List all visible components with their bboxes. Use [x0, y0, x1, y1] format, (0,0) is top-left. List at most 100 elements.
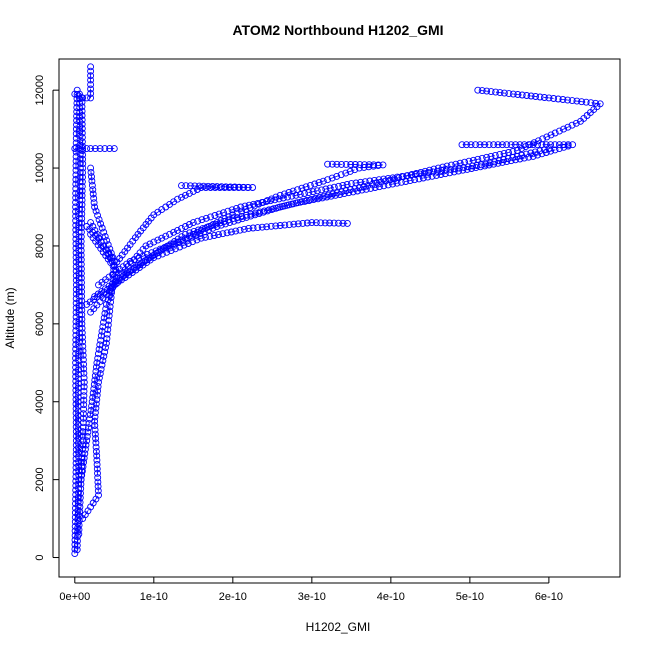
profile-14: [83, 164, 118, 265]
data-point: [206, 232, 214, 240]
data-point: [194, 217, 202, 225]
data-point: [456, 159, 464, 167]
data-point: [498, 141, 506, 149]
data-point: [189, 238, 197, 246]
data-point: [76, 503, 84, 511]
data-point: [87, 72, 95, 80]
data-point: [162, 232, 170, 240]
data-point: [494, 141, 502, 149]
data-point: [481, 141, 488, 149]
data-point: [82, 441, 90, 449]
data-point: [411, 171, 419, 178]
data-point: [185, 189, 193, 197]
data-point: [474, 86, 482, 94]
data-point: [86, 411, 94, 419]
data-point: [195, 182, 203, 190]
data-point: [370, 176, 378, 184]
data-point: [326, 184, 334, 192]
data-point: [265, 206, 273, 214]
data-point: [145, 254, 153, 262]
data-point: [72, 428, 80, 435]
data-point: [77, 476, 85, 484]
data-point: [322, 185, 330, 193]
data-point: [85, 424, 92, 432]
data-point: [74, 439, 82, 447]
data-point: [72, 203, 80, 211]
data-point: [531, 148, 539, 156]
data-point: [283, 201, 291, 209]
profile-12: [71, 145, 118, 153]
data-point: [91, 226, 99, 234]
data-point: [94, 478, 102, 486]
data-point: [240, 183, 248, 191]
data-point: [75, 526, 83, 534]
data-point: [79, 428, 87, 436]
data-point: [503, 141, 511, 149]
data-point: [547, 131, 555, 139]
data-point: [77, 274, 85, 282]
data-point: [100, 318, 107, 326]
data-point: [262, 198, 270, 206]
data-point: [296, 198, 304, 206]
data-point: [158, 234, 166, 242]
data-point: [478, 87, 486, 95]
data-point: [87, 145, 95, 153]
data-point: [78, 210, 86, 218]
data-point: [77, 485, 85, 493]
data-point: [87, 76, 95, 84]
data-point: [374, 161, 382, 169]
data-point: [170, 228, 178, 236]
data-point: [79, 356, 87, 364]
data-point: [75, 517, 83, 524]
data-point: [88, 173, 95, 181]
data-point: [87, 90, 95, 97]
data-point: [93, 230, 101, 238]
data-point: [217, 217, 225, 225]
data-point: [97, 336, 105, 344]
data-point: [72, 180, 80, 188]
data-point: [415, 175, 423, 183]
data-point: [92, 443, 100, 451]
data-point: [86, 298, 94, 306]
data-point: [379, 161, 387, 169]
data-point: [87, 63, 95, 71]
data-point: [433, 167, 441, 175]
y-tick-label: 8000: [34, 234, 46, 258]
data-point: [318, 194, 326, 202]
profile-trace: [80, 234, 119, 480]
data-point: [540, 146, 548, 154]
data-point: [534, 137, 542, 145]
data-point: [279, 194, 287, 202]
data-point: [75, 370, 82, 378]
data-point: [75, 145, 83, 153]
data-point: [229, 211, 237, 219]
data-point: [389, 174, 397, 182]
data-point: [178, 233, 186, 241]
data-point: [476, 141, 484, 149]
data-point: [299, 219, 307, 227]
data-point: [107, 249, 115, 257]
data-point: [96, 341, 104, 349]
data-point: [90, 194, 98, 202]
data-point: [433, 171, 440, 179]
data-point: [279, 202, 286, 210]
y-tick-label: 0: [34, 554, 46, 560]
data-point: [536, 93, 544, 101]
data-point: [491, 158, 499, 166]
data-point: [354, 187, 361, 195]
data-point: [568, 121, 576, 129]
data-point: [241, 202, 249, 210]
data-point: [211, 212, 219, 219]
data-point: [156, 245, 164, 253]
data-point: [87, 81, 95, 89]
data-point: [109, 253, 117, 261]
data-point: [212, 220, 220, 228]
data-point: [95, 345, 103, 353]
data-point: [485, 141, 493, 149]
data-point: [197, 226, 205, 234]
data-point: [438, 167, 446, 175]
data-point: [78, 219, 86, 227]
data-point: [249, 224, 257, 232]
x-tick-label: 2e-10: [219, 591, 247, 603]
